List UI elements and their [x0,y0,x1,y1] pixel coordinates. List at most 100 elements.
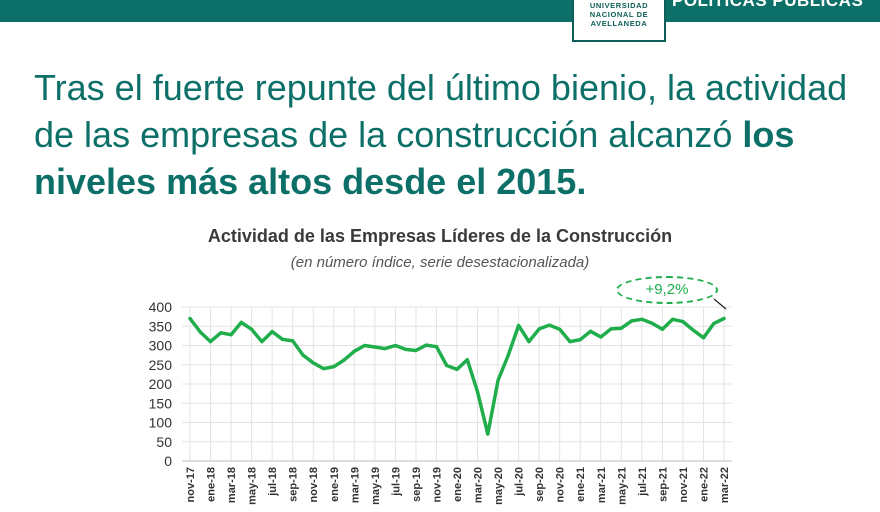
data-point [578,338,582,342]
data-point [496,378,500,382]
y-tick-label: 400 [149,299,173,315]
x-tick-label: nov-19 [431,467,443,502]
growth-callout: +9,2% [616,276,718,304]
headline-emphasis: los niveles más altos desde el 2015. [34,114,795,202]
data-point [537,327,541,331]
data-point [434,345,439,349]
y-tick-label: 200 [149,376,173,392]
data-point [506,353,510,357]
data-point [650,321,654,325]
x-tick-label: ene-22 [698,467,710,502]
x-tick-label: may-18 [247,467,259,505]
data-point [198,330,202,334]
callout-leader [713,298,727,310]
data-point [722,316,726,321]
x-tick-label: jul-21 [637,467,649,497]
chart-title: Actividad de las Empresas Líderes de la … [207,226,673,246]
data-point [609,327,613,331]
x-tick-label: ene-20 [452,467,464,502]
x-tick-label: ene-19 [329,467,341,502]
data-point [301,353,305,357]
data-point [280,337,285,341]
x-tick-label: nov-20 [555,467,567,502]
logo-line-1: UNIVERSIDAD [589,1,649,10]
logo-line-2: NACIONAL DE [589,10,649,19]
data-point [640,317,644,321]
data-point [691,328,695,332]
data-point [311,361,315,365]
data-point [588,329,593,333]
data-point [404,347,408,351]
data-point [373,345,377,349]
data-point [445,363,449,368]
headline: Tras el fuerte repunte del último bienio… [34,64,864,205]
data-point [671,317,675,321]
data-point [475,390,480,394]
headline-text: Tras el fuerte repunte del último bienio… [34,67,848,155]
data-point [681,320,685,324]
data-point [547,323,552,327]
x-tick-label: mar-21 [596,467,608,503]
data-point [188,316,192,321]
data-point [712,321,716,326]
data-point [219,331,223,335]
data-point [229,333,233,337]
data-point [558,327,562,331]
data-point [660,327,664,331]
x-tick-label: jul-20 [514,467,526,497]
x-tick-label: sep-21 [657,467,669,502]
data-point [414,348,418,353]
data-point [486,432,490,436]
chart-subtitle: (en número índice, serie desestacionaliz… [290,254,590,271]
data-point [208,340,213,344]
data-point [629,319,634,323]
y-tick-label: 250 [149,357,173,373]
data-point [465,358,469,362]
x-tick-label: sep-20 [534,467,546,502]
data-point [291,339,295,343]
data-point [270,330,274,334]
data-point [362,343,367,348]
data-point [568,340,572,344]
data-point [342,358,346,362]
x-tick-label: ene-21 [575,467,587,502]
data-point [260,340,264,344]
data-point [332,365,336,369]
logo-line-3: AVELLANEDA [590,19,648,28]
y-tick-label: 0 [164,453,172,469]
x-tick-label: mar-19 [349,467,361,503]
data-point [517,323,521,328]
x-tick-label: nov-18 [308,467,320,502]
data-point [239,320,243,324]
data-point [250,327,254,331]
y-tick-label: 150 [149,395,173,411]
x-tick-label: sep-19 [411,467,423,502]
data-point [383,346,387,351]
x-tick-label: jul-18 [267,467,279,497]
data-point [599,335,603,339]
university-logo: UNIVERSIDAD NACIONAL DE AVELLANEDA [572,0,666,42]
data-point [352,349,356,353]
y-tick-label: 50 [156,434,172,450]
y-tick-label: 300 [149,338,173,354]
x-tick-label: mar-20 [473,467,485,503]
data-point [701,336,706,340]
x-tick-label: jul-19 [390,467,402,497]
data-point [393,343,397,348]
x-tick-label: sep-18 [288,467,300,502]
x-tick-label: may-19 [370,467,382,505]
data-point [619,326,623,330]
section-label: POLÍTICAS PÚBLICAS [672,0,864,10]
data-point [321,367,326,371]
x-tick-label: mar-22 [719,467,731,503]
data-point [455,367,459,371]
x-tick-label: ene-18 [206,467,218,502]
x-tick-label: nov-17 [185,467,197,502]
y-tick-label: 100 [149,415,173,431]
x-tick-label: may-21 [616,467,628,505]
x-tick-label: nov-21 [678,467,690,502]
data-point [527,340,531,344]
y-tick-label: 350 [149,318,173,334]
data-point [424,343,428,347]
